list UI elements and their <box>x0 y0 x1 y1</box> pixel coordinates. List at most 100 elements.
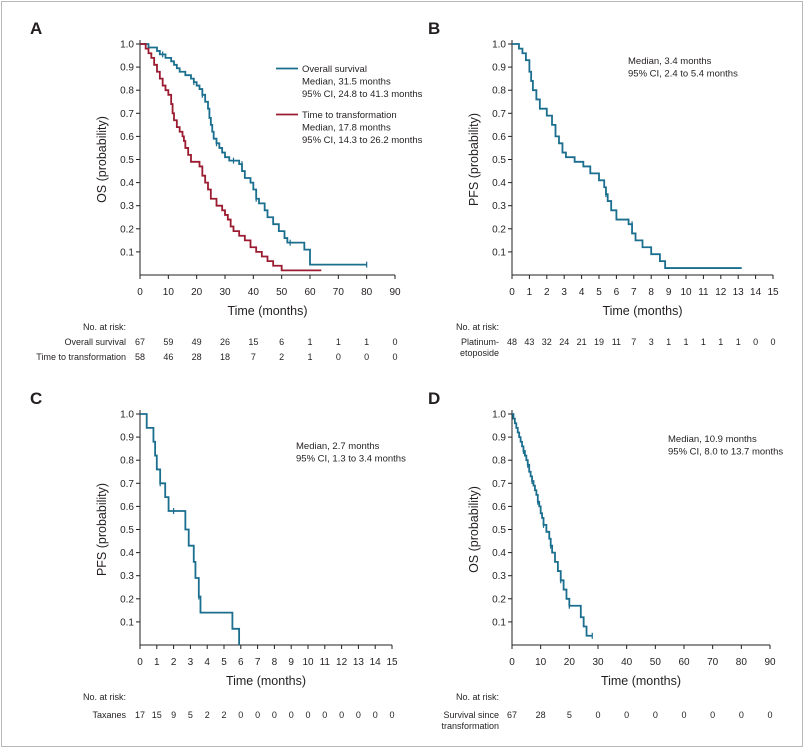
x-tick-label: 7 <box>255 657 261 668</box>
at-risk-value: 0 <box>339 710 344 720</box>
y-tick-label: 0.8 <box>120 456 134 467</box>
y-tick-label: 0.6 <box>492 502 506 513</box>
x-tick-label: 11 <box>320 657 331 668</box>
at-risk-value: 0 <box>255 710 260 720</box>
at-risk-value: 1 <box>364 337 369 347</box>
y-tick-label: 0.4 <box>492 178 506 189</box>
at-risk-value: 58 <box>135 352 145 362</box>
legend-stat: 95% CI, 24.8 to 41.3 months <box>302 89 423 100</box>
series-curve-1 <box>512 413 593 637</box>
y-tick-label: 0.8 <box>492 456 506 467</box>
x-tick-label: 2 <box>171 657 177 668</box>
at-risk-value: 0 <box>767 710 772 720</box>
x-tick-label: 30 <box>592 657 604 668</box>
at-risk-value: 0 <box>653 710 658 720</box>
series-curve-2 <box>140 43 322 272</box>
at-risk-value: 1 <box>701 337 706 347</box>
at-risk-value: 7 <box>631 337 636 347</box>
y-tick-label: 0.1 <box>120 247 134 258</box>
panel-letter: C <box>30 389 42 408</box>
x-tick-label: 90 <box>389 287 401 298</box>
x-tick-label: 5 <box>596 287 602 298</box>
median-annotation: 95% CI, 2.4 to 5.4 months <box>628 69 738 80</box>
at-risk-value: 5 <box>188 710 193 720</box>
panel-b: B0.10.20.30.40.50.60.70.80.91.00 1 2 3 4 5 6 7 8… <box>428 19 779 358</box>
y-tick-label: 0.8 <box>492 86 506 97</box>
at-risk-value: 7 <box>251 352 256 362</box>
panel-d: D 0.1 0.2 0.3 0.4 0.5 0.6 0.7 0.8 0.9 1.0 0 10 20 30 40… <box>428 389 783 731</box>
at-risk-row-name: etoposide <box>460 348 499 358</box>
at-risk-value: 9 <box>171 710 176 720</box>
at-risk-value: 15 <box>248 337 258 347</box>
legend-stat: Median, 17.8 months <box>302 123 391 134</box>
y-axis-title: OS (probability) <box>467 486 481 573</box>
at-risk-value: 0 <box>753 337 758 347</box>
x-tick-label: 14 <box>370 657 382 668</box>
x-axis-title: Time (months) <box>226 674 306 688</box>
x-tick-label: 70 <box>333 287 345 298</box>
at-risk-value: 28 <box>192 352 202 362</box>
x-tick-label: 30 <box>219 287 231 298</box>
series-curve-1 <box>140 43 367 266</box>
x-tick-label: 12 <box>715 287 727 298</box>
at-risk-value: 2 <box>221 710 226 720</box>
at-risk-value: 1 <box>666 337 671 347</box>
at-risk-value: 26 <box>220 337 230 347</box>
x-tick-label: 3 <box>561 287 567 298</box>
y-tick-label: 0.2 <box>492 224 506 235</box>
x-tick-label: 4 <box>204 657 210 668</box>
y-tick-label: 0.2 <box>120 224 134 235</box>
x-tick-label: 0 <box>509 287 515 298</box>
at-risk-value: 67 <box>135 337 145 347</box>
legend-stat: Median, 31.5 months <box>302 77 391 88</box>
at-risk-value: 1 <box>307 337 312 347</box>
x-tick-label: 20 <box>191 287 203 298</box>
x-tick-label: 80 <box>736 657 748 668</box>
y-tick-label: 0.9 <box>120 433 134 444</box>
y-tick-label: 0.1 <box>492 617 506 628</box>
y-tick-label: 0.8 <box>120 86 134 97</box>
panel-letter: B <box>428 19 440 38</box>
at-risk-value: 0 <box>389 710 394 720</box>
median-annotation: Median, 3.4 months <box>628 56 712 67</box>
x-tick-label: 40 <box>621 657 633 668</box>
y-axis-title: PFS (probability) <box>95 483 109 576</box>
x-tick-label: 80 <box>361 287 373 298</box>
at-risk-value: 1 <box>307 352 312 362</box>
y-tick-label: 0.3 <box>120 201 134 212</box>
at-risk-value: 1 <box>336 337 341 347</box>
y-axis-title: PFS (probability) <box>467 113 481 206</box>
x-tick-label: 7 <box>631 287 637 298</box>
x-tick-label: 1 <box>527 287 533 298</box>
x-tick-label: 0 <box>137 287 143 298</box>
median-annotation: Median, 10.9 months <box>668 434 757 445</box>
at-risk-value: 1 <box>736 337 741 347</box>
at-risk-label: No. at risk: <box>83 322 126 332</box>
at-risk-label: No. at risk: <box>83 692 126 702</box>
y-tick-label: 0.4 <box>120 178 134 189</box>
y-tick-label: 0.1 <box>120 617 134 628</box>
x-tick-label: 10 <box>302 657 314 668</box>
legend-entry: Overall survival <box>302 64 367 75</box>
at-risk-value: 11 <box>612 337 621 347</box>
y-tick-label: 0.3 <box>120 571 134 582</box>
at-risk-value: 2 <box>205 710 210 720</box>
panel-letter: A <box>30 19 42 38</box>
x-tick-label: 6 <box>614 287 620 298</box>
y-tick-label: 0.6 <box>492 132 506 143</box>
x-tick-label: 40 <box>248 287 260 298</box>
at-risk-value: 2 <box>279 352 284 362</box>
at-risk-row-name: Taxanes <box>92 710 126 720</box>
panel-letter: D <box>428 389 440 408</box>
y-tick-label: 0.9 <box>492 63 506 74</box>
x-tick-label: 12 <box>336 657 348 668</box>
series-curve-1 <box>512 43 742 269</box>
y-tick-label: 1.0 <box>120 40 134 51</box>
x-tick-label: 70 <box>707 657 719 668</box>
at-risk-value: 0 <box>681 710 686 720</box>
x-axis-title: Time (months) <box>602 304 682 318</box>
at-risk-value: 0 <box>356 710 361 720</box>
y-tick-label: 0.6 <box>120 132 134 143</box>
x-tick-label: 10 <box>535 657 547 668</box>
